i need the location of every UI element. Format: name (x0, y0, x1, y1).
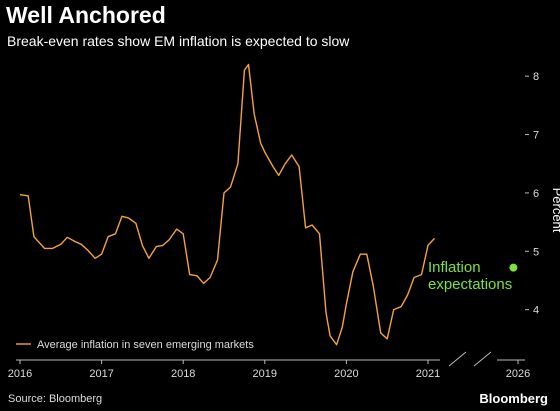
y-tick-label: 5 (533, 246, 539, 258)
series-line (19, 63, 436, 346)
expectations-point (509, 263, 518, 272)
axis-break-mark (448, 351, 467, 367)
x-tick-label: 2021 (416, 368, 440, 380)
y-tick-label: 7 (533, 130, 539, 142)
axis-break-mark (473, 351, 492, 367)
axes: 4 5 6 7 8 Percent 2016 2017 2018 2019 2020 2021 2026 (8, 71, 560, 380)
x-tick-label: 2026 (506, 368, 530, 380)
x-tick-label: 2020 (334, 368, 358, 380)
legend: Average inflation in seven emerging mark… (16, 339, 254, 351)
x-tick-label: 2016 (8, 368, 32, 380)
series-layer (19, 63, 436, 346)
y-tick-label: 8 (533, 71, 539, 83)
callout-label-line2: expectations (428, 276, 512, 293)
chart-title: Well Anchored (6, 2, 166, 28)
brand-logo-text: Bloomberg (479, 391, 548, 406)
x-tick-label: 2019 (253, 368, 277, 380)
y-tick-label: 4 (533, 305, 539, 317)
y-tick-label: 6 (533, 188, 539, 200)
callout-label-line1: Inflation (428, 259, 481, 276)
chart-subtitle: Break-even rates show EM inflation is ex… (7, 33, 350, 49)
y-axis-label: Percent (550, 188, 560, 233)
x-tick-label: 2018 (171, 368, 195, 380)
source-note: Source: Bloomberg (8, 393, 103, 405)
legend-label: Average inflation in seven emerging mark… (37, 339, 254, 351)
x-tick-label: 2017 (89, 368, 113, 380)
